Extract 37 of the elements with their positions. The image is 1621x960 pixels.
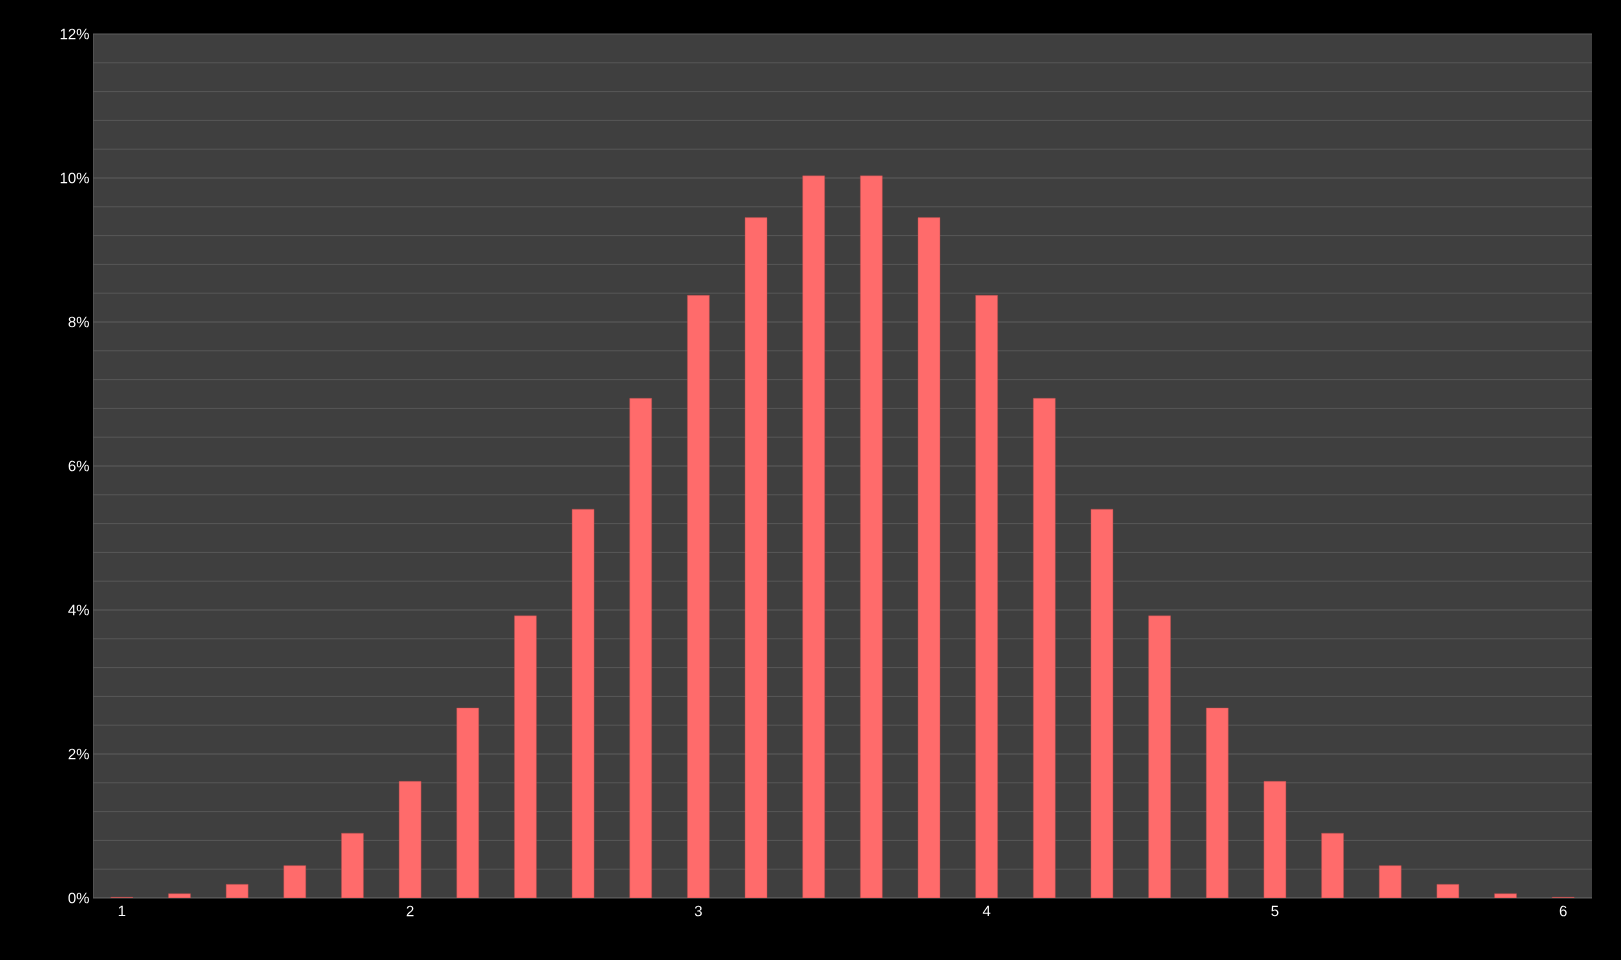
bar bbox=[514, 615, 537, 898]
bar bbox=[1148, 615, 1171, 898]
y-tick-label: 10% bbox=[60, 172, 89, 184]
y-tick-label: 0% bbox=[68, 892, 89, 904]
bar bbox=[1090, 508, 1114, 898]
bar bbox=[341, 833, 364, 898]
bar bbox=[1379, 865, 1402, 898]
bar bbox=[975, 295, 998, 898]
bar bbox=[629, 398, 652, 898]
x-tick-label: 6 bbox=[1559, 905, 1567, 917]
x-tick-label: 1 bbox=[118, 905, 126, 917]
bar bbox=[1436, 884, 1460, 898]
bar bbox=[1321, 833, 1344, 898]
bar bbox=[456, 707, 479, 898]
x-tick-label: 3 bbox=[694, 905, 702, 917]
y-tick-label: 12% bbox=[60, 28, 89, 40]
bar bbox=[283, 865, 306, 898]
bar bbox=[744, 217, 768, 898]
bar bbox=[398, 781, 422, 898]
bar bbox=[1033, 398, 1056, 898]
bar bbox=[1263, 781, 1287, 898]
y-tick-label: 8% bbox=[68, 316, 89, 328]
bar bbox=[802, 175, 825, 898]
bar bbox=[571, 508, 595, 898]
bar bbox=[917, 217, 941, 898]
x-tick-label: 5 bbox=[1271, 905, 1279, 917]
x-tick-label: 4 bbox=[982, 905, 991, 917]
y-tick-label: 2% bbox=[68, 748, 89, 760]
y-tick-label: 6% bbox=[68, 460, 89, 472]
bar bbox=[1494, 893, 1517, 898]
bar bbox=[168, 893, 191, 898]
bar bbox=[687, 295, 710, 898]
bar bbox=[860, 175, 883, 898]
x-tick-label: 2 bbox=[406, 905, 414, 917]
bar bbox=[1206, 707, 1229, 898]
bar bbox=[225, 884, 249, 898]
y-tick-label: 4% bbox=[68, 604, 89, 616]
